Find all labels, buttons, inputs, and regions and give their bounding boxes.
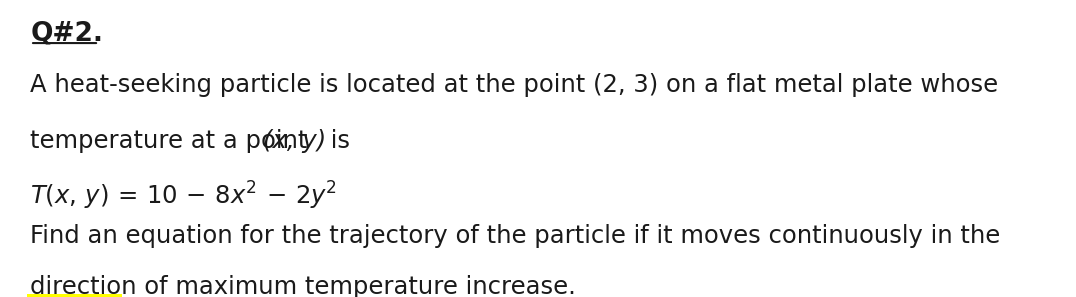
Text: A heat-seeking particle is located at the point (2, 3) on a flat metal plate who: A heat-seeking particle is located at th…: [30, 73, 999, 97]
Bar: [27, 294, 122, 297]
Text: $T(x,\, y)\, =\, 10\, -\, 8x^2\, -\, 2y^2$: $T(x,\, y)\, =\, 10\, -\, 8x^2\, -\, 2y^…: [30, 180, 337, 212]
Text: Q#2.: Q#2.: [30, 21, 103, 47]
Text: direction of maximum temperature increase.: direction of maximum temperature increas…: [30, 275, 576, 297]
Text: is: is: [323, 129, 350, 153]
Text: temperature at a point: temperature at a point: [30, 129, 315, 153]
Text: (x, y): (x, y): [263, 129, 326, 153]
Text: Find an equation for the trajectory of the particle if it moves continuously in : Find an equation for the trajectory of t…: [30, 224, 1001, 248]
